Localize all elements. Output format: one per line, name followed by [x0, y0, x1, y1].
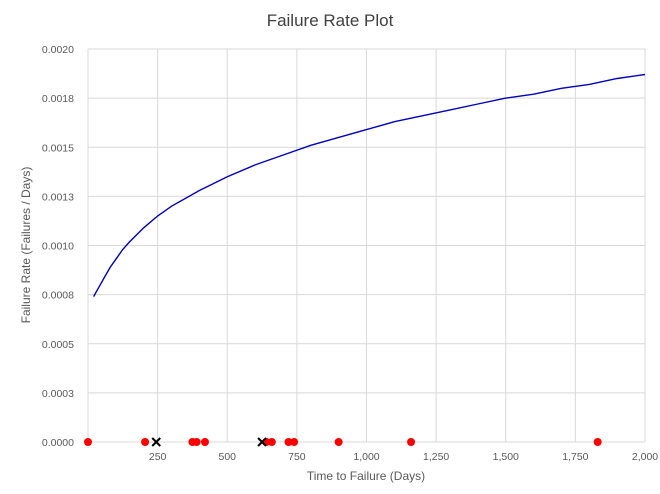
x-tick-label: 750 — [288, 451, 306, 463]
suspension-marker-stroke — [151, 437, 161, 447]
x-axis-label: Time to Failure (Days) — [307, 469, 425, 483]
y-tick-label: 0.0010 — [42, 241, 74, 253]
y-tick-label: 0.0005 — [42, 339, 74, 351]
y-axis-label: Failure Rate (Failures / Days) — [19, 167, 33, 324]
failure-rate-curve — [92, 73, 646, 297]
x-tick-label: 500 — [218, 451, 236, 463]
suspension-marker — [151, 437, 161, 447]
failure-point — [593, 438, 602, 446]
plot-grid — [87, 48, 646, 443]
y-tick-label: 0.0003 — [42, 388, 74, 400]
y-tick-label: 0.0013 — [42, 191, 74, 203]
x-axis-ticks: 250 500 750 1,000 1,250 1,500 1,750 2,000 — [149, 451, 658, 463]
x-tick-label: 250 — [149, 451, 167, 463]
failure-point — [84, 438, 92, 446]
y-tick-label: 0.0018 — [42, 93, 74, 105]
series-layer — [84, 73, 646, 447]
x-tick-label: 1,750 — [562, 451, 588, 463]
failure-point — [334, 438, 343, 446]
failure-point — [290, 438, 299, 446]
failure-point — [141, 438, 150, 446]
chart-title: Failure Rate Plot — [267, 11, 394, 30]
x-tick-label: 2,000 — [632, 451, 658, 463]
failure-point — [407, 438, 416, 446]
x-tick-label: 1,500 — [493, 451, 519, 463]
x-tick-label: 1,250 — [423, 451, 449, 463]
suspension-marker — [257, 437, 267, 447]
suspension-marker-stroke — [257, 437, 267, 447]
y-tick-label: 0.0020 — [42, 44, 74, 56]
y-axis-ticks: 0.0000 0.0003 0.0005 0.0008 0.0010 0.0013 0.00… — [42, 44, 74, 449]
x-tick-label: 1,000 — [353, 451, 379, 463]
y-tick-label: 0.0008 — [42, 290, 74, 302]
failure-point — [200, 438, 209, 446]
failure-point — [284, 438, 293, 446]
y-tick-label: 0.0000 — [42, 437, 74, 449]
y-tick-label: 0.0015 — [42, 142, 74, 154]
failure-point — [267, 438, 276, 446]
failure-point — [192, 438, 201, 446]
